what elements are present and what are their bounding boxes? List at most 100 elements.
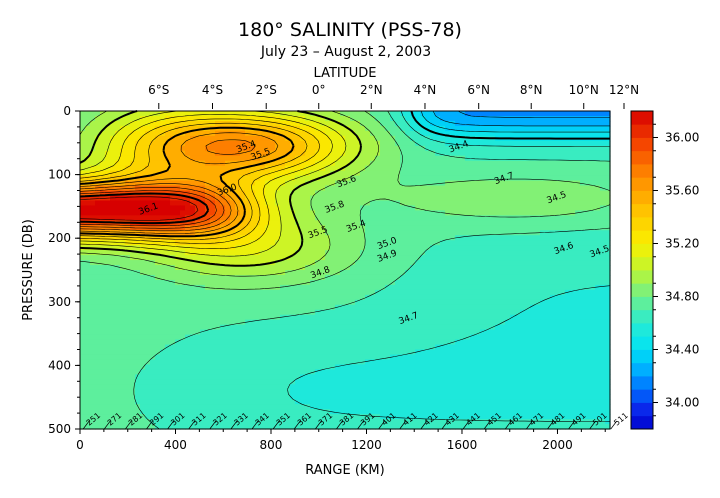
field-cell bbox=[405, 304, 411, 311]
field-cell bbox=[225, 145, 231, 152]
field-cell bbox=[400, 260, 406, 266]
field-cell bbox=[155, 274, 161, 281]
field-cell bbox=[455, 200, 461, 207]
field-cell bbox=[430, 339, 436, 346]
field-cell bbox=[460, 205, 466, 211]
field-cell bbox=[220, 195, 226, 202]
field-cell bbox=[150, 155, 156, 162]
field-cell bbox=[420, 304, 426, 311]
field-cell bbox=[235, 195, 241, 202]
field-cell bbox=[275, 255, 281, 261]
field-cell bbox=[420, 160, 426, 167]
field-cell bbox=[150, 329, 156, 336]
field-cell bbox=[360, 111, 366, 117]
field-cell bbox=[415, 329, 421, 336]
field-cell bbox=[200, 304, 206, 311]
field-cell bbox=[125, 329, 131, 336]
field-cell bbox=[320, 185, 326, 192]
field-cell bbox=[245, 299, 251, 306]
field-cell bbox=[480, 205, 486, 211]
field-cell bbox=[460, 125, 466, 132]
field-cell bbox=[335, 220, 341, 226]
field-cell bbox=[210, 230, 216, 236]
field-cell bbox=[225, 220, 231, 226]
field-cell bbox=[445, 304, 451, 311]
field-cell bbox=[515, 309, 521, 316]
field-cell bbox=[425, 289, 431, 296]
field-cell bbox=[460, 265, 466, 271]
field-cell bbox=[350, 135, 356, 142]
field-cell bbox=[250, 329, 256, 336]
field-cell bbox=[415, 125, 421, 132]
field-cell bbox=[565, 329, 571, 336]
field-cell bbox=[460, 324, 466, 331]
field-cell bbox=[145, 155, 151, 162]
field-cell bbox=[395, 185, 401, 192]
field-cell bbox=[305, 304, 311, 311]
field-cell bbox=[285, 155, 291, 162]
field-cell bbox=[115, 185, 121, 192]
field-cell bbox=[330, 339, 336, 346]
field-cell bbox=[95, 314, 101, 321]
field-cell bbox=[360, 270, 366, 276]
field-cell bbox=[235, 279, 241, 286]
field-cell bbox=[510, 314, 516, 321]
field-cell bbox=[415, 309, 421, 316]
field-cell bbox=[525, 160, 531, 167]
field-cell bbox=[365, 135, 371, 142]
field-cell bbox=[395, 140, 401, 147]
field-cell bbox=[270, 165, 276, 172]
field-cell bbox=[120, 284, 126, 291]
field-cell bbox=[595, 111, 601, 117]
field-cell bbox=[460, 115, 466, 122]
field-cell bbox=[225, 324, 231, 331]
field-cell bbox=[355, 270, 361, 276]
field-cell bbox=[375, 289, 381, 296]
field-cell bbox=[220, 130, 226, 137]
field-cell bbox=[560, 304, 566, 311]
field-cell bbox=[390, 120, 396, 127]
field-cell bbox=[270, 220, 276, 226]
field-cell bbox=[595, 220, 601, 226]
field-cell bbox=[400, 135, 406, 142]
field-cell bbox=[600, 270, 606, 276]
field-cell bbox=[180, 265, 186, 271]
field-cell bbox=[235, 240, 241, 246]
field-cell bbox=[195, 324, 201, 331]
field-cell bbox=[415, 319, 421, 326]
field-cell bbox=[115, 329, 121, 336]
field-cell bbox=[400, 289, 406, 296]
field-cell bbox=[115, 135, 121, 142]
field-cell bbox=[295, 210, 301, 216]
field-cell bbox=[515, 250, 521, 256]
field-cell bbox=[395, 135, 401, 142]
field-cell bbox=[425, 329, 431, 336]
field-cell bbox=[395, 265, 401, 271]
field-cell bbox=[175, 111, 181, 117]
field-cell bbox=[260, 319, 266, 326]
field-cell bbox=[585, 245, 591, 251]
field-cell bbox=[100, 170, 106, 177]
field-cell bbox=[500, 150, 506, 157]
field-cell bbox=[380, 324, 386, 331]
field-cell bbox=[570, 170, 576, 177]
field-cell bbox=[465, 115, 471, 122]
field-cell bbox=[320, 309, 326, 316]
field-cell bbox=[315, 230, 321, 236]
field-cell bbox=[425, 190, 431, 197]
field-cell bbox=[340, 150, 346, 157]
field-cell bbox=[505, 200, 511, 207]
field-cell bbox=[215, 165, 221, 172]
field-cell bbox=[225, 265, 231, 271]
field-cell bbox=[325, 270, 331, 276]
field-cell bbox=[130, 270, 136, 276]
field-cell bbox=[135, 309, 141, 316]
field-cell bbox=[385, 160, 391, 167]
field-cell bbox=[295, 170, 301, 177]
field-cell bbox=[585, 190, 591, 197]
field-cell bbox=[570, 245, 576, 251]
field-cell bbox=[470, 245, 476, 251]
field-cell bbox=[605, 150, 611, 157]
field-cell bbox=[605, 215, 611, 221]
field-cell bbox=[355, 294, 361, 301]
